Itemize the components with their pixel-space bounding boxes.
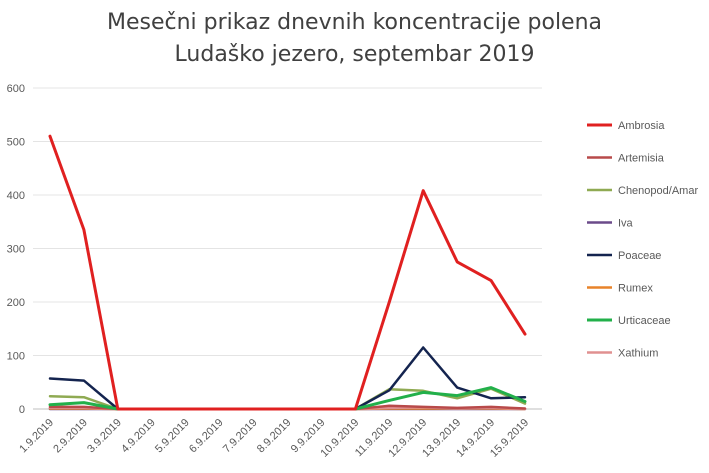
y-tick-label: 100 [7,351,25,363]
x-tick-label: 1.9.2019 [17,417,56,456]
y-tick-label: 0 [19,404,25,416]
x-tick-label: 8.9.2019 [255,417,294,456]
chart-title: Mesečni prikaz dnevnih koncentracije pol… [106,10,603,35]
y-tick-label: 400 [7,190,25,202]
series-line-ambrosia [48,134,527,411]
legend-label-poaceae: Poaceae [618,250,661,262]
legend-label-urticaceae: Urticaceae [618,315,671,327]
legend-label-chenopod-amar: Chenopod/Amar [618,185,698,197]
series-line-chenopod-amar [48,387,527,411]
y-tick-label: 500 [7,137,25,149]
legend-label-rumex: Rumex [618,283,653,295]
series-line-poaceae [48,346,527,411]
legend-label-xathium: Xathium [618,348,658,360]
x-tick-label: 4.9.2019 [119,417,158,456]
y-tick-label: 600 [7,83,25,95]
y-tick-label: 200 [7,297,25,309]
x-tick-label: 7.9.2019 [221,417,260,456]
legend-label-iva: Iva [618,218,634,230]
y-tick-label: 300 [7,244,25,256]
chart-subtitle: Ludaško jezero, septembar 2019 [174,42,535,67]
x-tick-label: 6.9.2019 [187,417,226,456]
legend-label-artemisia: Artemisia [618,153,665,165]
legend-label-ambrosia: Ambrosia [618,120,665,132]
x-tick-label: 5.9.2019 [153,417,192,456]
x-tick-label: 2.9.2019 [51,417,90,456]
x-tick-label: 3.9.2019 [85,417,124,456]
